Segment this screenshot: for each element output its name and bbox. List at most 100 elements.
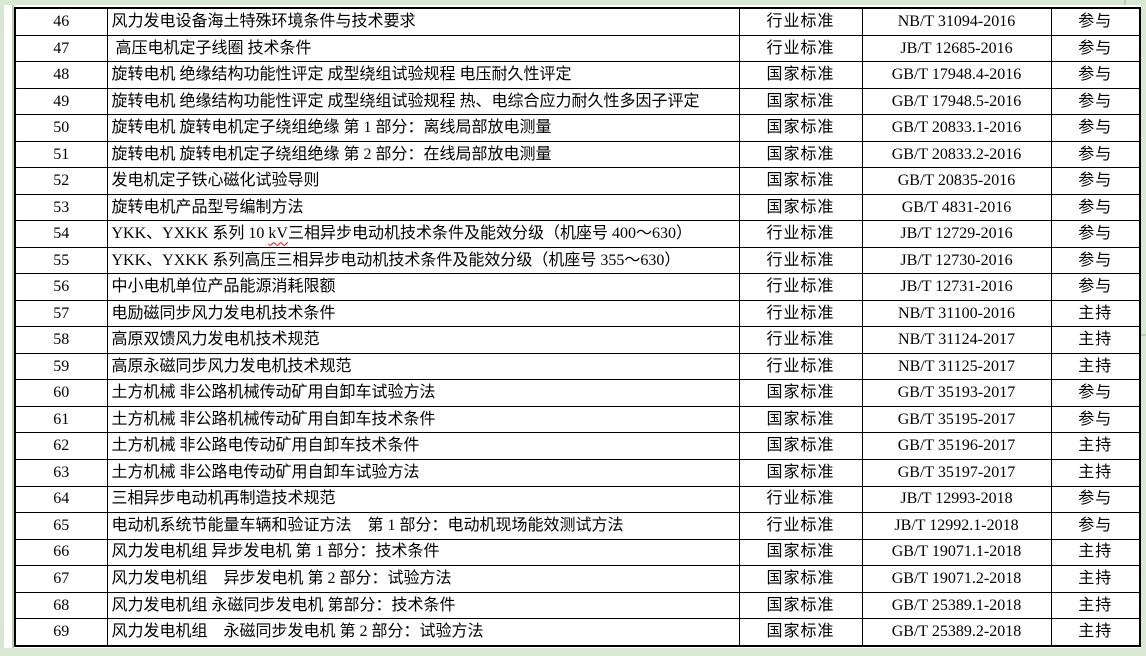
participation-role: 参与 (1050, 220, 1141, 248)
standard-type: 行业标准 (738, 485, 863, 514)
standard-code: GB/T 20833.1-2016 (861, 114, 1052, 142)
participation-role: 参与 (1050, 379, 1141, 407)
standard-type: 国家标准 (738, 432, 863, 460)
table-row: 52 发电机定子铁心磁化试验导则 国家标准 GB/T 20835-2016 参与 (14, 167, 1141, 195)
participation-role: 主持 (1050, 538, 1141, 567)
participation-role: 参与 (1050, 34, 1141, 63)
participation-role: 参与 (1050, 273, 1141, 301)
standard-name: 高压电机定子线圈 技术条件 (106, 34, 740, 63)
standard-type: 行业标准 (738, 326, 863, 354)
standard-name: 土方机械 非公路机械传动矿用自卸车试验方法 (106, 379, 740, 407)
standard-code: GB/T 35195-2017 (861, 405, 1052, 434)
standard-type: 国家标准 (738, 538, 863, 567)
standard-type: 国家标准 (738, 405, 863, 434)
table-row: 51 旋转电机 旋转电机定子绕组绝缘 第 2 部分：在线局部放电测量 国家标准 GB/… (14, 140, 1141, 169)
participation-role: 主持 (1050, 299, 1141, 328)
participation-role: 主持 (1050, 591, 1141, 620)
table-row: 59 高原永磁同步风力发电机技术规范 行业标准 NB/T 31125-2017 主持 (14, 352, 1141, 381)
standard-code: GB/T 25389.1-2018 (861, 591, 1052, 620)
row-index: 49 (14, 87, 108, 116)
participation-role: 主持 (1050, 432, 1141, 460)
table-row: 61 土方机械 非公路机械传动矿用自卸车技术条件 国家标准 GB/T 35195-20… (14, 405, 1141, 434)
participation-role: 参与 (1050, 167, 1141, 195)
row-index: 58 (14, 326, 108, 354)
participation-role: 参与 (1050, 485, 1141, 514)
row-index: 50 (14, 114, 108, 142)
standard-type: 行业标准 (738, 246, 863, 275)
standard-code: JB/T 12992.1-2018 (861, 512, 1052, 540)
participation-role: 参与 (1050, 512, 1141, 540)
standards-table-body: 46 风力发电设备海土特殊环境条件与技术要求行业标准 NB/T 31094-2016… (14, 7, 1141, 647)
table-row: 60 土方机械 非公路机械传动矿用自卸车试验方法 国家标准 GB/T 35193-20… (14, 379, 1141, 407)
table-row: 53 旋转电机产品型号编制方法 国家标准 GB/T 4831-2016 参与 (14, 193, 1141, 222)
row-index: 65 (14, 512, 108, 540)
standard-name: 三相异步电动机再制造技术规范 (106, 485, 740, 514)
row-index: 54 (14, 220, 108, 248)
standard-name: 电动机系统节能量车辆和验证方法 第 1 部分：电动机现场能效测试方法 (106, 512, 740, 540)
row-index: 62 (14, 432, 108, 460)
table-row: 47 高压电机定子线圈 技术条件 行业标准 JB/T 12685-2016 参与 (14, 34, 1141, 63)
row-index: 51 (14, 140, 108, 169)
table-row: 63 土方机械 非公路电传动矿用自卸车试验方法 国家标准 GB/T 35197-201… (14, 458, 1141, 487)
standard-code: NB/T 31124-2017 (861, 326, 1052, 354)
standard-name: 土方机械 非公路机械传动矿用自卸车技术条件 (106, 405, 740, 434)
row-index: 66 (14, 538, 108, 567)
standard-code: GB/T 19071.1-2018 (861, 538, 1052, 567)
participation-role: 参与 (1050, 405, 1141, 434)
standard-name: 旋转电机 旋转电机定子绕组绝缘 第 1 部分：离线局部放电测量 (106, 114, 740, 142)
standard-type: 国家标准 (738, 565, 863, 593)
row-index: 61 (14, 405, 108, 434)
row-index: 55 (14, 246, 108, 275)
participation-role: 参与 (1050, 246, 1141, 275)
standard-name: 风力发电机组 异步发电机 第 1 部分：技术条件 (106, 538, 740, 567)
table-row: 57 电励磁同步风力发电机技术条件 行业标准 NB/T 31100-2016 主持 (14, 299, 1141, 328)
standard-name: 风力发电机组 永磁同步发电机 第 2 部分：试验方法 (106, 618, 740, 647)
participation-role: 参与 (1050, 87, 1141, 116)
standard-type: 行业标准 (738, 220, 863, 248)
standard-type: 国家标准 (738, 167, 863, 195)
standard-type: 国家标准 (738, 61, 863, 89)
standard-code: JB/T 12730-2016 (861, 246, 1052, 275)
standard-name: YKK、YXKK 系列 10 kV三相异步电动机技术条件及能效分级（机座号 40… (106, 220, 740, 248)
right-margin-gridline (1139, 334, 1146, 336)
row-index: 60 (14, 379, 108, 407)
standard-name: 高原永磁同步风力发电机技术规范 (106, 352, 740, 381)
top-margin-gridline (1124, 0, 1126, 5)
standard-code: GB/T 25389.2-2018 (861, 618, 1052, 647)
standard-name: 旋转电机 旋转电机定子绕组绝缘 第 2 部分：在线局部放电测量 (106, 140, 740, 169)
left-column-gridline (12, 5, 14, 648)
row-index: 53 (14, 193, 108, 222)
standard-type: 行业标准 (738, 273, 863, 301)
standard-name: 风力发电机组 永磁同步发电机 第部分：技术条件 (106, 591, 740, 620)
standard-code: NB/T 31094-2016 (861, 7, 1052, 36)
standard-code: JB/T 12993-2018 (861, 485, 1052, 514)
participation-role: 参与 (1050, 61, 1141, 89)
spellcheck-underlined-text: kV (268, 225, 288, 243)
standards-table: 46 风力发电设备海土特殊环境条件与技术要求行业标准 NB/T 31094-2016… (14, 7, 1141, 647)
table-row: 50 旋转电机 旋转电机定子绕组绝缘 第 1 部分：离线局部放电测量 国家标准 GB/… (14, 114, 1141, 142)
row-index: 48 (14, 61, 108, 89)
row-index: 68 (14, 591, 108, 620)
standard-code: GB/T 20833.2-2016 (861, 140, 1052, 169)
table-row: 64 三相异步电动机再制造技术规范 行业标准 JB/T 12993-2018 参与 (14, 485, 1141, 514)
row-index: 46 (14, 7, 108, 36)
standard-type: 国家标准 (738, 140, 863, 169)
standard-code: GB/T 4831-2016 (861, 193, 1052, 222)
row-index: 59 (14, 352, 108, 381)
standard-type: 国家标准 (738, 591, 863, 620)
standard-code: GB/T 19071.2-2018 (861, 565, 1052, 593)
table-row: 55 YKK、YXKK 系列高压三相异步电动机技术条件及能效分级（机座号 355～… (14, 246, 1141, 275)
participation-role: 主持 (1050, 326, 1141, 354)
standard-name: 风力发电设备海土特殊环境条件与技术要求 (106, 7, 740, 36)
standard-name: 旋转电机产品型号编制方法 (106, 193, 740, 222)
table-row: 69 风力发电机组 永磁同步发电机 第 2 部分：试验方法 国家标准 GB/T 253… (14, 618, 1141, 647)
standard-code: GB/T 17948.5-2016 (861, 87, 1052, 116)
standard-name: 旋转电机 绝缘结构功能性评定 成型绕组试验规程 电压耐久性评定 (106, 61, 740, 89)
standard-type: 国家标准 (738, 87, 863, 116)
row-index: 52 (14, 167, 108, 195)
row-index: 63 (14, 458, 108, 487)
table-row: 68 风力发电机组 永磁同步发电机 第部分：技术条件 国家标准 GB/T 25389.… (14, 591, 1141, 620)
standard-name: 高原双馈风力发电机技术规范 (106, 326, 740, 354)
standard-code: GB/T 20835-2016 (861, 167, 1052, 195)
standard-name: 中小电机单位产品能源消耗限额 (106, 273, 740, 301)
